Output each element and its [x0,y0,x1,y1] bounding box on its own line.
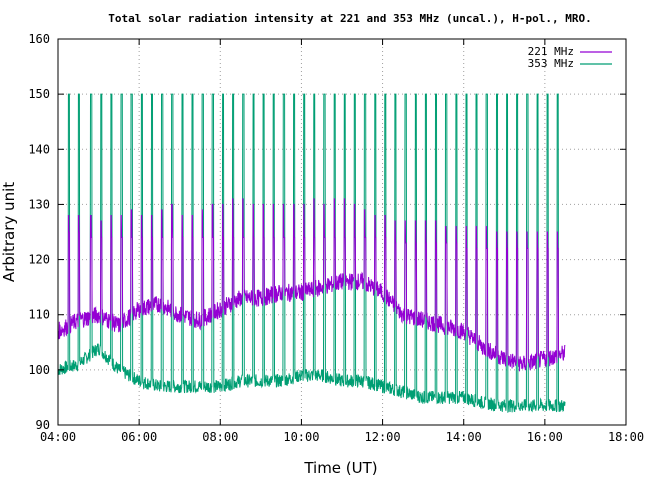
x-tick-label-6: 16:00 [527,430,563,444]
x-tick-label-5: 14:00 [446,430,482,444]
x-tick-label-3: 10:00 [283,430,319,444]
ticks: 04:00 06:00 08:00 10:00 12:00 14:00 16:00 18:00… [28,32,644,444]
y-tick-label-1: 100 [28,363,50,377]
x-tick-label-1: 06:00 [121,430,157,444]
x-tick-label-2: 08:00 [202,430,238,444]
legend-label-1: 353 MHz [528,57,574,70]
series-line-1 [57,93,566,414]
plot-frame [57,38,627,426]
y-tick-label-0: 90 [36,418,50,432]
series-line-0 [57,198,566,372]
y-tick-label-7: 160 [28,32,50,46]
chart-title: Total solar radiation intensity at 221 a… [108,12,591,25]
series-layer [57,93,566,414]
y-axis-label: Arbitrary unit [0,182,18,282]
x-tick-label-4: 12:00 [365,430,401,444]
axes [57,38,627,426]
y-tick-label-4: 130 [28,197,50,211]
legend-label-0: 221 MHz [528,45,574,58]
x-tick-label-0: 04:00 [40,430,76,444]
grid [58,39,626,425]
y-tick-label-2: 110 [28,308,50,322]
y-tick-label-3: 120 [28,253,50,267]
x-axis-label: Time (UT) [303,459,377,477]
y-tick-label-6: 150 [28,87,50,101]
x-tick-label-7: 18:00 [608,430,644,444]
y-tick-label-5: 140 [28,142,50,156]
